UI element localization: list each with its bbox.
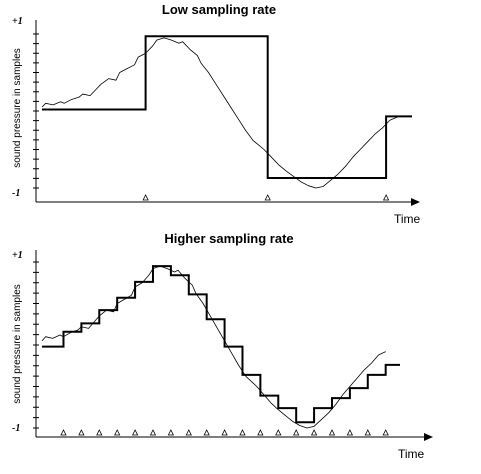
sampled-signal-line: [42, 265, 400, 424]
low-rate-chart: Low sampling rate +1 -1 sound pressure i…: [12, 2, 421, 226]
original-signal-line: [41, 37, 398, 189]
sample-marker: [264, 194, 271, 201]
sample-marker: [60, 429, 67, 436]
sample-marker: [382, 429, 389, 436]
chart-title: Higher sampling rate: [164, 231, 293, 246]
sample-marker: [328, 429, 336, 436]
sample-marker: [293, 429, 300, 436]
sample-marker: [346, 429, 354, 436]
original-signal-line: [41, 265, 386, 429]
sample-marker: [239, 429, 246, 436]
sample-marker: [257, 429, 264, 436]
higher-rate-chart: Higher sampling rate +1 -1 sound pressur…: [12, 231, 433, 461]
sample-marker: [131, 429, 139, 436]
sample-marker: [149, 429, 157, 436]
sample-marker: [221, 429, 228, 436]
sample-marker: [364, 429, 371, 436]
y-tick-bottom: -1: [12, 188, 20, 199]
sample-marker: [185, 429, 192, 436]
sample-marker: [114, 429, 121, 436]
sample-marker: [78, 429, 85, 436]
sample-marker: [96, 429, 103, 436]
x-axis-label: Time: [394, 212, 421, 226]
sample-marker: [167, 429, 175, 436]
y-axis-label: sound pressure in samples: [12, 284, 23, 404]
sample-marker: [310, 429, 318, 436]
x-axis-label: Time: [398, 447, 425, 461]
sample-marker: [142, 194, 149, 201]
sample-marker: [203, 429, 210, 436]
sample-marker: [275, 429, 282, 436]
sampled-signal-line: [42, 35, 412, 179]
sample-marker: [382, 194, 390, 201]
x-axis-arrow: [424, 433, 433, 441]
x-axis-arrow: [411, 198, 420, 206]
y-tick-top: +1: [12, 250, 23, 261]
chart-title: Low sampling rate: [162, 2, 276, 17]
y-tick-top: +1: [12, 16, 23, 27]
y-tick-bottom: -1: [12, 423, 20, 434]
y-axis-label: sound pressure in samples: [12, 48, 23, 168]
